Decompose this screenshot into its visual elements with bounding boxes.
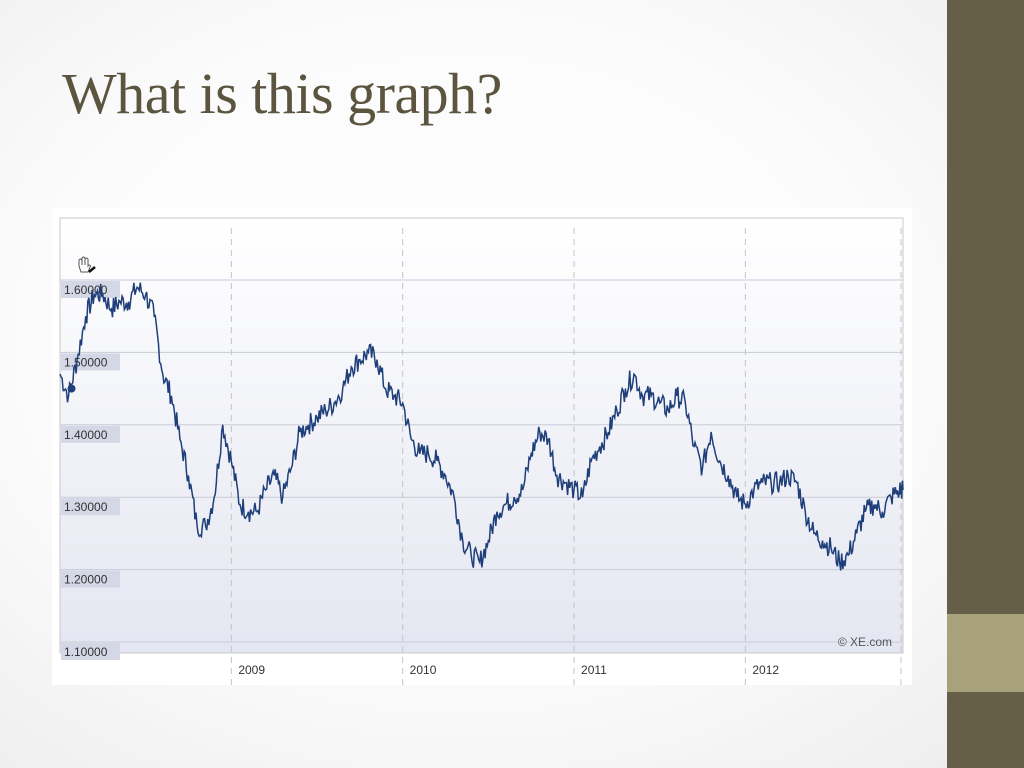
y-axis-labels: 1.600001.500001.400001.300001.200001.100… bbox=[61, 281, 120, 660]
x-tick-label: 2012 bbox=[752, 663, 779, 677]
series-start-marker bbox=[67, 384, 76, 393]
y-tick-label-box bbox=[61, 570, 120, 588]
y-tick-label: 1.10000 bbox=[64, 645, 108, 659]
y-tick-label: 1.40000 bbox=[64, 428, 108, 442]
decorative-side-accent bbox=[947, 614, 1024, 692]
x-tick-label: 2009 bbox=[238, 663, 265, 677]
hand-cursor-icon bbox=[78, 256, 96, 273]
y-tick-label-box bbox=[61, 281, 120, 298]
x-axis-labels: 2009 2010 2011 2012 bbox=[238, 663, 779, 677]
x-tick-label: 2010 bbox=[410, 663, 437, 677]
grid-lines bbox=[60, 228, 903, 685]
y-tick-label: 1.20000 bbox=[64, 573, 108, 587]
slide-title: What is this graph? bbox=[62, 61, 502, 126]
y-tick-label: 1.30000 bbox=[64, 500, 108, 514]
plot-background bbox=[59, 217, 904, 654]
x-tick-label: 2011 bbox=[581, 663, 607, 677]
chart-image: 1.60000 1.50000 1.40000 1.30000 1.20000 1.100… bbox=[52, 208, 912, 685]
exchange-rate-line-chart: 1.600001.500001.400001.300001.200001.100… bbox=[59, 217, 904, 685]
y-tick-label: 1.50000 bbox=[64, 355, 108, 369]
series-line bbox=[59, 282, 904, 571]
decorative-side-band bbox=[947, 0, 1024, 768]
y-tick-label-box bbox=[61, 425, 120, 443]
y-tick-label-box bbox=[61, 643, 120, 660]
chart-credit: © XE.com bbox=[838, 635, 892, 649]
y-tick-label-box bbox=[61, 498, 120, 516]
